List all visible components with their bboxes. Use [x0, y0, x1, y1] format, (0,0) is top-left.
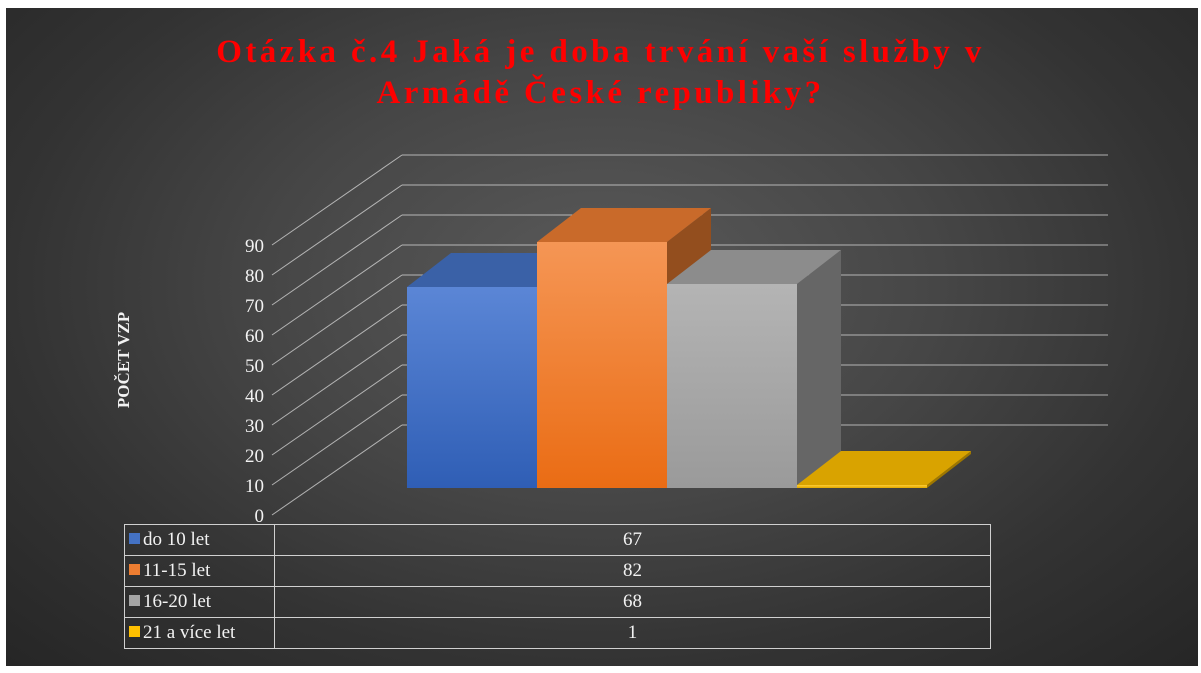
- table-value: 67: [274, 524, 991, 556]
- bar-top-face: [667, 250, 841, 284]
- gridline-side-80: [271, 184, 403, 276]
- bar-side-face: [797, 250, 841, 488]
- gridline-side-20: [271, 364, 403, 456]
- y-tick-label: 80: [245, 266, 264, 287]
- table-series-label: 21 a více let: [124, 617, 275, 649]
- legend-entry: 21 a více let: [143, 622, 236, 643]
- y-tick-label: 0: [255, 506, 265, 527]
- y-tick-label: 90: [245, 236, 264, 257]
- gridline-side-30: [271, 334, 403, 426]
- table-row: 11-15 let 82: [124, 555, 991, 587]
- bar-side-face: [927, 451, 971, 488]
- bar-front-face: [667, 284, 797, 488]
- legend-swatch: [129, 533, 140, 544]
- legend-entry: 16-20 let: [143, 591, 212, 612]
- gridline-side-40: [271, 304, 403, 396]
- gridline-side-0: [271, 424, 403, 516]
- bars: [407, 208, 971, 488]
- table-row: 21 a více let 1: [124, 617, 991, 649]
- legend-entry: 11-15 let: [143, 560, 211, 581]
- bar-front-face: [407, 287, 537, 488]
- table-row: do 10 let 67: [124, 524, 991, 556]
- chart-title-line-2: Armádě České republiky?: [376, 75, 825, 111]
- table-row: 16-20 let 68: [124, 586, 991, 618]
- y-tick-label: 50: [245, 356, 264, 377]
- bar-front-face: [797, 485, 927, 488]
- y-tick-label: 30: [245, 416, 264, 437]
- table-series-label: 11-15 let: [124, 555, 275, 587]
- table-series-label: 16-20 let: [124, 586, 275, 618]
- gridline-side-70: [271, 214, 403, 306]
- y-tick-label: 60: [245, 326, 264, 347]
- data-table: do 10 let 67 11-15 let 82 16-20 let 68 21 a ví…: [124, 524, 991, 649]
- y-tick-label: 10: [245, 476, 264, 497]
- table-value: 1: [274, 617, 991, 649]
- gridline-side-10: [271, 394, 403, 486]
- y-tick-label: 20: [245, 446, 264, 467]
- bar-front-face: [537, 242, 667, 488]
- chart-title-line-1: Otázka č.4 Jaká je doba trvání vaší služ…: [216, 34, 985, 70]
- legend-swatch: [129, 595, 140, 606]
- gridline-side-90: [271, 154, 403, 246]
- bar-top-face: [537, 208, 711, 242]
- gridline-side-60: [271, 244, 403, 336]
- gridline-side-50: [271, 274, 403, 366]
- table-series-label: do 10 let: [124, 524, 275, 556]
- table-value: 68: [274, 586, 991, 618]
- y-axis-ticks: 0 10 20 30 40 50 60 70 80 90: [245, 236, 264, 527]
- legend-swatch: [129, 564, 140, 575]
- y-tick-label: 40: [245, 386, 264, 407]
- y-tick-label: 70: [245, 296, 264, 317]
- bar-16-20-let: [667, 250, 841, 488]
- legend-swatch: [129, 626, 140, 637]
- bar-top-face: [797, 451, 971, 485]
- table-value: 82: [274, 555, 991, 587]
- bar-21-a-více-let: [797, 451, 971, 488]
- legend-entry: do 10 let: [143, 529, 210, 550]
- chart-title: Otázka č.4 Jaká je doba trvání vaší služ…: [0, 32, 1201, 114]
